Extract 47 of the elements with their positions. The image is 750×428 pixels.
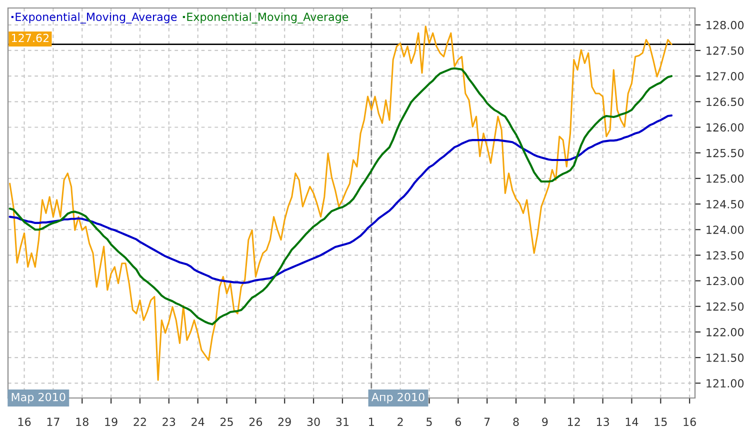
ref-line-label: 127.62 xyxy=(12,34,49,42)
x-tick-label: 16 xyxy=(18,418,31,426)
ref-line-label: Апр 2010 xyxy=(371,392,424,404)
x-tick-label: 15 xyxy=(654,418,667,426)
y-tick-label: 126.00 xyxy=(706,123,744,132)
x-tick-label: 8 xyxy=(513,418,519,426)
x-tick-label: 26 xyxy=(249,418,262,426)
x-tick-label: 16 xyxy=(684,418,696,426)
x-tick-label: 13 xyxy=(596,418,609,426)
y-tick-label: 122.50 xyxy=(706,302,744,311)
x-tick-label: 22 xyxy=(134,418,146,426)
y-tick-label: 123.00 xyxy=(706,276,744,286)
x-tick-label: 17 xyxy=(47,418,60,426)
y-tick-label: 121.00 xyxy=(706,379,744,388)
x-tick-label: 19 xyxy=(105,418,118,426)
x-tick-label: 1 xyxy=(369,418,374,426)
legend-label: Exponential_Moving_Average xyxy=(16,12,177,24)
line-series xyxy=(8,114,673,284)
y-tick-label: 122.00 xyxy=(706,328,744,336)
x-tick-label: 14 xyxy=(626,418,638,426)
x-tick-label: 30 xyxy=(307,418,320,426)
annotation: Мар 2010 xyxy=(12,392,66,404)
line-series xyxy=(9,26,672,381)
x-tick-label: 23 xyxy=(162,418,176,426)
x-tick-label: 6 xyxy=(455,418,461,426)
y-tick-label: 125.00 xyxy=(706,174,744,183)
y-tick-label: 127.00 xyxy=(706,72,744,80)
x-tick-label: 25 xyxy=(220,418,233,426)
line-series xyxy=(8,67,673,326)
x-tick-label: 12 xyxy=(568,418,580,426)
y-tick-label: 127.50 xyxy=(706,46,744,55)
x-tick-label: 31 xyxy=(336,418,349,426)
x-tick-label: 7 xyxy=(484,418,490,426)
y-tick-label: 124.00 xyxy=(706,226,744,234)
x-tick-label: 9 xyxy=(542,418,548,426)
x-tick-label: 2 xyxy=(398,418,403,426)
x-tick-label: 5 xyxy=(426,418,432,426)
x-tick-label: 24 xyxy=(192,418,204,426)
x-tick-label: 29 xyxy=(278,418,291,426)
y-tick-label: 121.50 xyxy=(706,354,744,362)
y-tick-label: 123.50 xyxy=(706,251,744,260)
y-tick-label: 126.50 xyxy=(706,98,744,106)
x-tick-label: 18 xyxy=(76,418,88,426)
y-tick-label: 125.50 xyxy=(706,148,744,158)
y-tick-label: 128.00 xyxy=(706,20,744,30)
legend-label: Exponential_Moving_Average xyxy=(187,12,348,24)
y-tick-label: 124.50 xyxy=(706,200,744,208)
